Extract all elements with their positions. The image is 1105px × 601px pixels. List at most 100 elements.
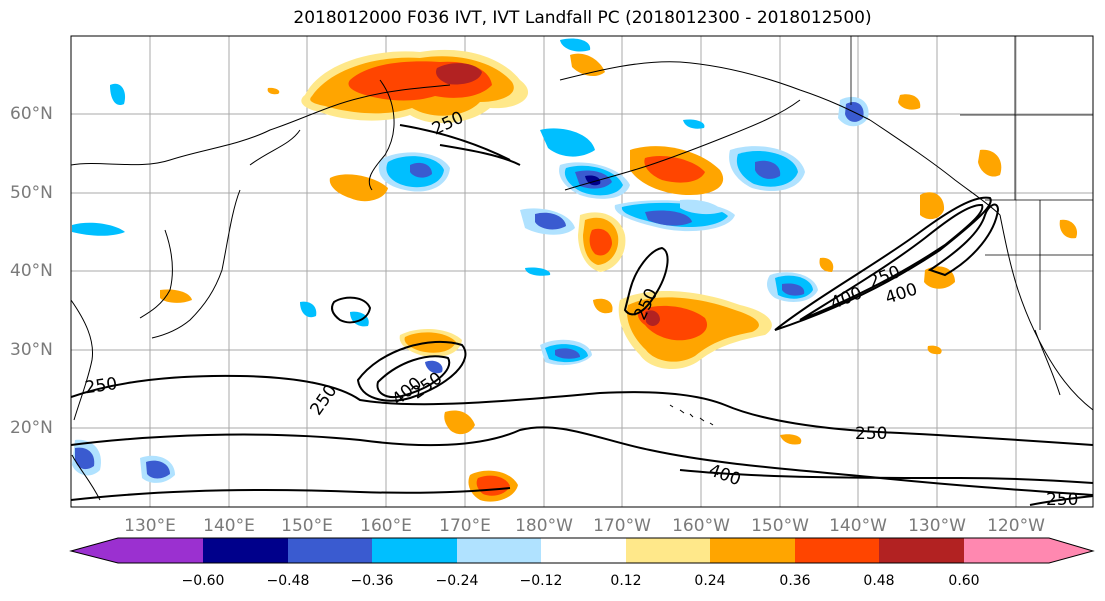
baja-coast <box>1034 329 1061 396</box>
contour-landfall <box>927 203 1000 277</box>
contour-250-band-south <box>71 426 1093 496</box>
japan-coast <box>151 189 241 339</box>
anomaly-blob <box>555 348 580 359</box>
colorbar-swatch <box>626 538 710 563</box>
colorbar-tick-label: 0.48 <box>863 573 895 589</box>
contour-250-small-loop <box>331 296 372 324</box>
lon-label: 120°W <box>987 516 1045 536</box>
lon-label: 180°W <box>515 516 573 536</box>
map-frame <box>70 35 1094 508</box>
colorbar-swatch <box>710 538 795 563</box>
anomaly-blob <box>593 298 613 314</box>
colorbar-tick-label: −0.36 <box>350 573 394 589</box>
anomaly-blob <box>110 83 126 106</box>
colorbar-swatch <box>795 538 879 563</box>
map-plot-area: 250 250 250 250 400 250 250 400 400 250 … <box>71 36 1093 510</box>
political-borders <box>850 36 1093 330</box>
colorbar-tick-label: −0.12 <box>519 573 563 589</box>
lat-label: 30°N <box>10 340 53 360</box>
map-title: 2018012000 F036 IVT, IVT Landfall PC (20… <box>293 8 872 28</box>
lat-label: 20°N <box>10 418 53 438</box>
colorbar-swatch <box>541 538 626 563</box>
state-borders <box>960 36 1093 330</box>
colorbar-tick-label: −0.24 <box>435 573 479 589</box>
anomaly-blob <box>410 162 432 178</box>
alaska-peninsula <box>564 99 801 191</box>
gridlines <box>71 36 1093 507</box>
contour-north <box>399 124 521 166</box>
contour-250-mid <box>623 246 669 316</box>
colorbar <box>69 537 1095 564</box>
colorbar-swatch <box>118 538 203 563</box>
anomaly-blob <box>755 160 781 179</box>
colorbar-tick-label: 0.24 <box>694 573 726 589</box>
coastlines <box>71 61 1093 501</box>
kamchatka-coast <box>368 79 395 191</box>
anomaly-blob <box>535 212 566 230</box>
anomaly-blob <box>146 460 170 479</box>
contour-400-tropical <box>1029 495 1093 506</box>
anomaly-blob <box>589 228 612 256</box>
colorbar-swatch <box>964 538 1049 563</box>
colorbar-swatch <box>288 538 372 563</box>
lon-label: 130°W <box>908 516 966 536</box>
anomaly-blob <box>978 149 1002 177</box>
lon-label: 160°W <box>672 516 730 536</box>
colorbar-tick-label: 0.60 <box>948 573 980 589</box>
contour-400-band <box>679 469 1093 484</box>
anomaly-blob <box>425 360 443 374</box>
contour-400-ar <box>799 203 984 321</box>
lat-label: 40°N <box>10 261 53 281</box>
lon-label: 130°E <box>124 516 176 536</box>
anomaly-blob <box>267 87 280 95</box>
colorbar-tick-label: −0.48 <box>266 573 310 589</box>
anomaly-blob <box>819 257 834 272</box>
anomaly-blob <box>75 447 95 470</box>
philippines-coast <box>71 454 101 501</box>
contour-250-ar-outer <box>774 196 992 331</box>
anomaly-blob <box>920 192 945 220</box>
anomaly-blob <box>927 345 942 355</box>
us-west-coast <box>999 214 1093 411</box>
anomaly-blob <box>644 155 705 183</box>
anomaly-blob <box>300 301 317 318</box>
colorbar-extend-low <box>71 538 118 563</box>
lon-label: 150°E <box>281 516 333 536</box>
anomaly-blob <box>436 63 482 85</box>
anomaly-blob <box>570 53 605 77</box>
colorbar-swatch <box>203 538 288 563</box>
colorbar-extend-high <box>1049 538 1093 563</box>
lon-label: 170°E <box>439 516 491 536</box>
lon-label: 160°E <box>360 516 412 536</box>
lon-label: 170°W <box>593 516 651 536</box>
anomaly-blob <box>680 199 722 215</box>
lat-label: 60°N <box>10 104 53 124</box>
hawaii-islands <box>669 404 714 426</box>
lat-label: 50°N <box>10 183 53 203</box>
anomaly-blob <box>782 283 805 296</box>
ivt-contours <box>71 124 1093 506</box>
contour-250-band-north <box>71 374 1093 446</box>
colorbar-tick-label: 0.12 <box>610 573 642 589</box>
anomaly-blob <box>560 38 591 52</box>
colorbar-swatch <box>372 538 457 563</box>
anomaly-blob <box>160 289 192 303</box>
anomaly-blob <box>444 410 475 435</box>
china-coast <box>71 299 94 421</box>
colorbar-tick-label: −0.60 <box>181 573 225 589</box>
anomaly-blob <box>525 267 551 276</box>
sea-of-okhotsk-coast <box>249 129 301 166</box>
colorbar-tick-label: 0.36 <box>779 573 811 589</box>
positive-anomaly-regions <box>160 49 1078 502</box>
anomaly-blob <box>780 434 802 445</box>
anomaly-blob <box>683 119 705 129</box>
contour-label: 250 <box>1046 490 1078 510</box>
anomaly-blob <box>1059 219 1078 239</box>
lon-label: 140°E <box>203 516 255 536</box>
anomaly-blob <box>72 222 125 236</box>
contour-label: 250 <box>855 424 887 444</box>
canada-coast <box>869 119 1001 216</box>
asia-coast <box>71 84 451 166</box>
lon-label: 140°W <box>829 516 887 536</box>
